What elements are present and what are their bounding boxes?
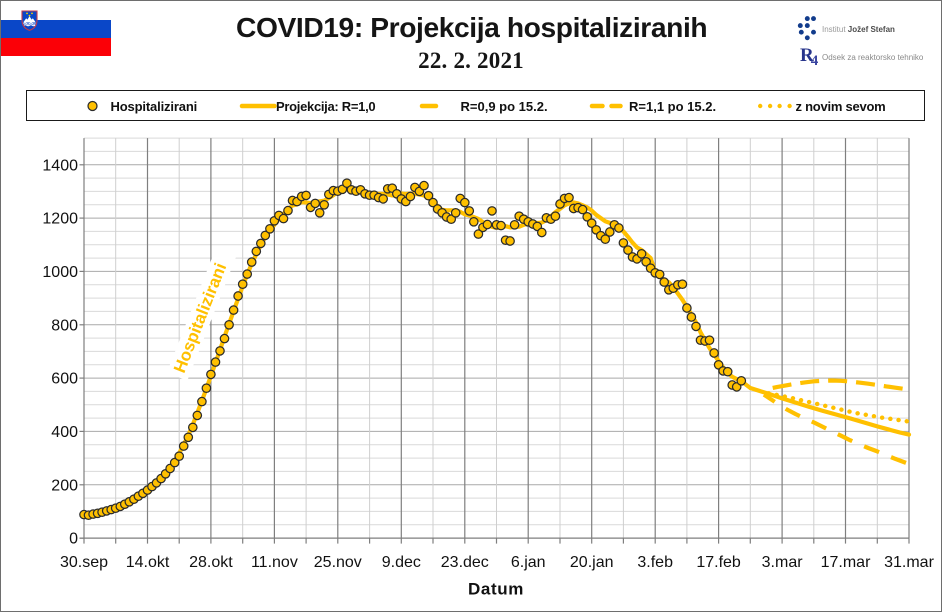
svg-text:23.dec: 23.dec <box>441 554 489 571</box>
svg-text:3.mar: 3.mar <box>762 554 804 571</box>
svg-text:Hospitalizirani: Hospitalizirani <box>111 99 198 114</box>
svg-text:400: 400 <box>51 424 78 441</box>
svg-text:800: 800 <box>51 317 78 334</box>
svg-text:20.jan: 20.jan <box>570 554 614 571</box>
svg-text:30.sep: 30.sep <box>60 554 108 571</box>
svg-text:31.mar: 31.mar <box>884 554 934 571</box>
svg-text:6.jan: 6.jan <box>511 554 546 571</box>
svg-text:600: 600 <box>51 371 78 388</box>
svg-text:17.mar: 17.mar <box>821 554 871 571</box>
svg-text:28.okt: 28.okt <box>189 554 233 571</box>
svg-text:Datum: Datum <box>468 580 524 599</box>
svg-text:1000: 1000 <box>42 264 78 281</box>
svg-text:3.feb: 3.feb <box>637 554 673 571</box>
svg-text:200: 200 <box>51 477 78 494</box>
svg-text:z novim sevom: z novim sevom <box>796 99 886 114</box>
svg-text:25.nov: 25.nov <box>314 554 362 571</box>
svg-text:R=0,9 po 15.2.: R=0,9 po 15.2. <box>461 99 548 114</box>
svg-text:1400: 1400 <box>42 157 78 174</box>
svg-text:17.feb: 17.feb <box>696 554 741 571</box>
svg-text:14.okt: 14.okt <box>126 554 170 571</box>
svg-text:Projekcija: R=1,0: Projekcija: R=1,0 <box>276 99 375 114</box>
svg-text:R=1,1 po 15.2.: R=1,1 po 15.2. <box>629 99 716 114</box>
svg-text:11.nov: 11.nov <box>251 554 298 571</box>
svg-text:9.dec: 9.dec <box>382 554 421 571</box>
svg-text:0: 0 <box>69 531 78 548</box>
svg-text:1200: 1200 <box>42 211 78 228</box>
